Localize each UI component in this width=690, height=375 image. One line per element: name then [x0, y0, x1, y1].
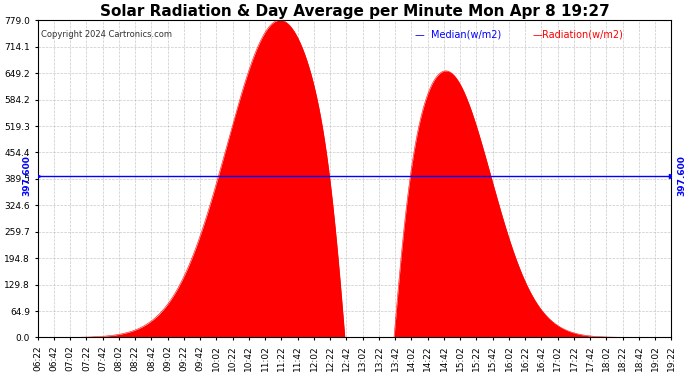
- Text: Copyright 2024 Cartronics.com: Copyright 2024 Cartronics.com: [41, 30, 172, 39]
- Text: —: —: [415, 30, 424, 40]
- Text: Median(w/m2): Median(w/m2): [431, 30, 501, 40]
- Text: 397.600: 397.600: [22, 155, 31, 196]
- Text: Radiation(w/m2): Radiation(w/m2): [542, 30, 622, 40]
- Text: —: —: [532, 30, 542, 40]
- Title: Solar Radiation & Day Average per Minute Mon Apr 8 19:27: Solar Radiation & Day Average per Minute…: [100, 4, 609, 19]
- Text: 397.600: 397.600: [678, 155, 687, 196]
